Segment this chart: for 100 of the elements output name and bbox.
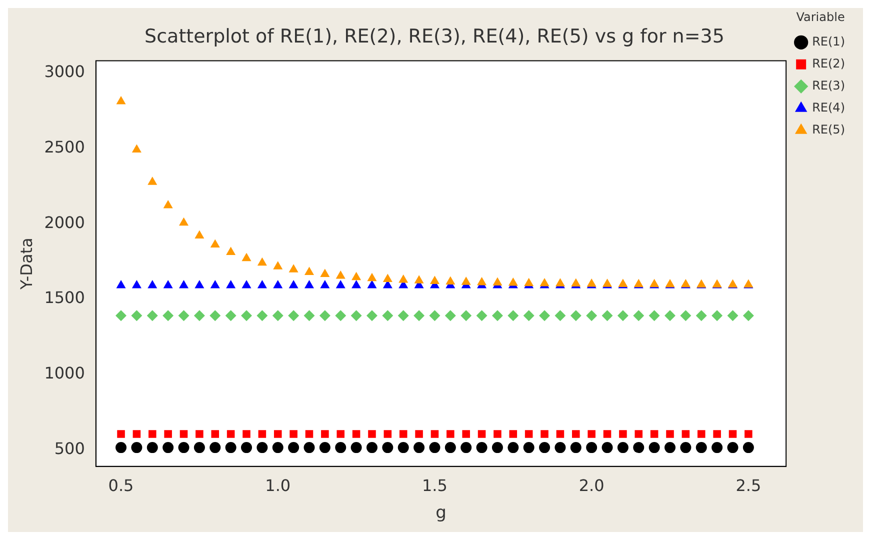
point [430,276,440,284]
point [116,442,127,454]
point [194,310,205,322]
point [602,442,613,454]
point [414,310,425,322]
point [320,268,330,278]
point [664,310,676,322]
point [586,442,598,454]
point [650,430,658,438]
y-tick-label: 1500 [44,288,85,308]
point [131,442,142,454]
point [272,310,284,322]
point [274,430,282,438]
point [367,280,377,288]
point [257,257,267,266]
y-tick-label: 500 [54,438,85,458]
point [320,280,330,288]
point [680,442,692,454]
point [194,442,205,454]
point [256,442,268,454]
point [273,280,283,288]
point [556,430,564,438]
point [742,442,754,454]
point [539,310,550,322]
point [366,442,378,454]
point [727,442,738,454]
point [288,310,300,322]
point [492,277,502,286]
point [633,310,644,322]
point [241,442,252,454]
y-tick-label: 3000 [44,62,85,82]
point [164,430,172,438]
point [196,430,204,438]
point [116,96,126,104]
x-tick-label: 1.5 [422,476,448,496]
point [368,430,376,438]
point [398,442,409,454]
point [588,430,596,438]
point [305,430,314,438]
point [304,310,315,322]
point [398,274,408,283]
point [336,270,346,279]
point [446,276,456,284]
point [146,310,158,322]
point [132,430,141,438]
point [304,442,315,454]
point [540,430,548,438]
point [178,310,190,322]
point [257,280,267,288]
point [712,442,723,454]
point [132,280,142,288]
point [666,430,674,438]
point [664,442,676,454]
point [603,430,612,438]
point [272,442,284,454]
y-tick-label: 2500 [44,137,85,156]
point [352,430,360,438]
point [728,430,737,438]
point [508,278,518,286]
point [321,430,329,438]
point [352,272,362,280]
point [539,442,550,454]
point [146,442,158,454]
point [242,430,250,438]
point [554,310,566,322]
point [586,310,598,322]
point [226,430,235,438]
point [242,280,252,288]
point [492,442,503,454]
point [696,442,707,454]
legend-label: RE(1) [812,34,846,49]
point [304,280,314,288]
point [163,200,173,208]
point [366,310,378,322]
point [727,310,738,322]
point [633,442,644,454]
point [382,442,394,454]
point [570,310,582,322]
point [429,442,440,454]
point [116,280,126,288]
point [696,310,707,322]
point [444,442,456,454]
point [180,430,188,438]
point [523,310,534,322]
legend-label: RE(2) [812,56,846,71]
point [336,280,346,288]
point [414,275,424,284]
point [117,430,125,438]
point [225,310,236,322]
point [713,430,721,438]
point [194,230,204,238]
y-axis-title: Y-Data [16,238,36,291]
point [572,430,580,438]
point [211,430,220,438]
point [460,442,472,454]
point [634,430,643,438]
point [382,310,394,322]
x-axis-title: g [436,503,446,524]
point [148,280,158,288]
point [523,442,534,454]
